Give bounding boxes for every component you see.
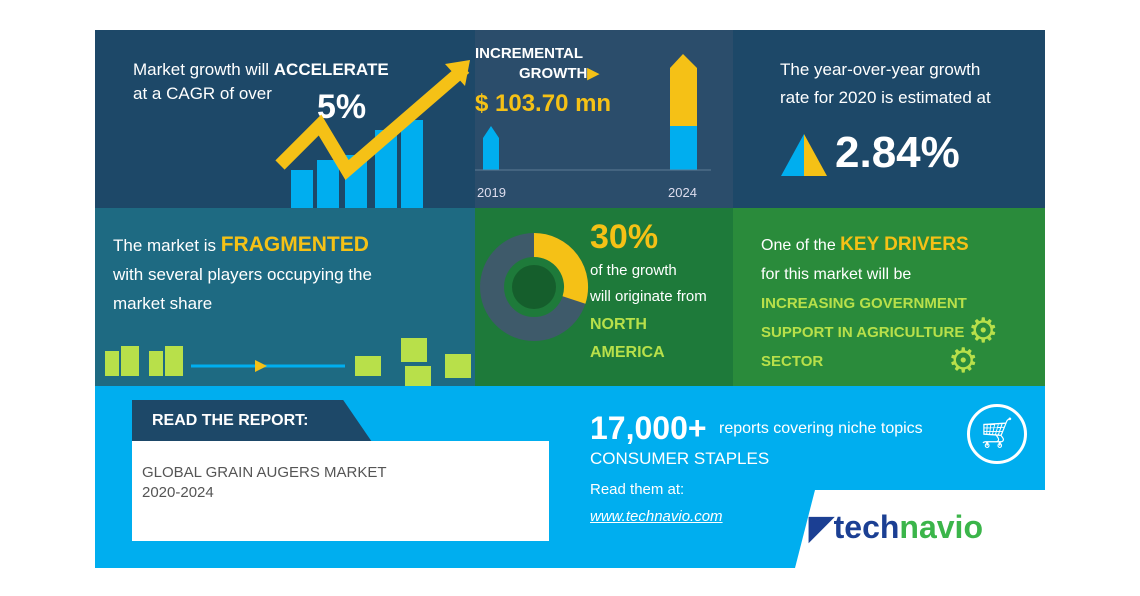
fragmented-line3: market share	[113, 294, 213, 313]
cagr-text: Market growth will	[133, 60, 274, 79]
bottom-panel: READ THE REPORT: GLOBAL GRAIN AUGERS MAR…	[95, 386, 1045, 568]
gears-icon: ⚙ ⚙	[948, 312, 999, 380]
technavio-link[interactable]: www.technavio.com	[590, 508, 723, 525]
region-name2: AMERICA	[590, 344, 665, 361]
bar-2024-increment	[670, 54, 697, 126]
growth-chart-icon	[275, 60, 470, 208]
driver-line2: SUPPORT IN AGRICULTURE	[761, 324, 965, 341]
read-report-tab: READ THE REPORT:	[132, 400, 372, 442]
fragmented-line2: with several players occupying the	[113, 265, 372, 284]
fragmented-bold: FRAGMENTED	[220, 233, 369, 256]
drivers-bold: KEY DRIVERS	[840, 234, 969, 255]
read-report-label: READ THE REPORT:	[152, 412, 309, 429]
report-count: 17,000+	[590, 410, 707, 446]
drivers-line2: for this market will be	[761, 266, 912, 283]
report-years: 2020-2024	[142, 484, 214, 501]
year-2019: 2019	[477, 185, 506, 200]
incremental-panel: INCREMENTAL GROWTH▶ $ 103.70 mn 2019 202…	[475, 30, 733, 208]
read-them-at: Read them at:	[590, 481, 685, 498]
triangle-icon	[781, 134, 827, 176]
growth-title: GROWTH	[519, 65, 588, 82]
buildings-icon	[105, 338, 471, 386]
bar-2019	[483, 126, 499, 170]
yoy-value: 2.84%	[835, 128, 960, 177]
report-title: GLOBAL GRAIN AUGERS MARKET	[142, 464, 387, 481]
yoy-line2: rate for 2020 is estimated at	[780, 88, 991, 107]
year-2024: 2024	[668, 185, 697, 200]
fragmented-panel: The market is FRAGMENTED with several pl…	[95, 208, 475, 386]
category: CONSUMER STAPLES	[590, 449, 770, 468]
logo-navio: navio	[899, 509, 983, 545]
incremental-title: INCREMENTAL	[475, 45, 584, 62]
cagr-panel: Market growth will ACCELERATE at a CAGR …	[95, 30, 475, 208]
yoy-panel: The year-over-year growth rate for 2020 …	[733, 30, 1045, 208]
logo-area: ◤technavio	[795, 490, 1045, 568]
yoy-line1: The year-over-year growth	[780, 60, 981, 79]
drivers-panel: One of the KEY DRIVERS for this market w…	[733, 208, 1045, 386]
donut-chart	[480, 232, 588, 341]
driver-line1: INCREASING GOVERNMENT	[761, 295, 967, 312]
shopping-cart-icon[interactable]: 🛒︎	[967, 404, 1027, 464]
donut-segment-north-america	[533, 232, 588, 304]
bar-2024-base	[670, 126, 697, 170]
cagr-value: 5%	[317, 88, 367, 126]
region-value: 30%	[590, 218, 659, 256]
infographic: Market growth will ACCELERATE at a CAGR …	[95, 30, 1045, 568]
drivers-text: One of the	[761, 237, 841, 254]
region-line1: of the growth	[590, 262, 677, 279]
cagr-bold: ACCELERATE	[273, 60, 389, 79]
report-count-text: reports covering niche topics	[719, 420, 923, 437]
report-card[interactable]: GLOBAL GRAIN AUGERS MARKET 2020-2024	[132, 441, 549, 541]
driver-line3: SECTOR	[761, 353, 824, 370]
incremental-bar-chart	[475, 54, 711, 171]
logo-tech: tech	[833, 509, 900, 545]
incremental-value: $ 103.70 mn	[475, 90, 612, 117]
region-panel: 30% of the growth will originate from NO…	[475, 208, 733, 386]
technavio-logo: ◤technavio	[809, 508, 983, 546]
logo-mark-icon: ◤	[809, 509, 834, 545]
cagr-line2: at a CAGR of over	[133, 84, 272, 103]
arrow-icon: ▶	[587, 65, 599, 82]
region-line2: will originate from	[590, 288, 707, 305]
region-name1: NORTH	[590, 316, 647, 333]
fragmented-text: The market is	[113, 236, 221, 255]
